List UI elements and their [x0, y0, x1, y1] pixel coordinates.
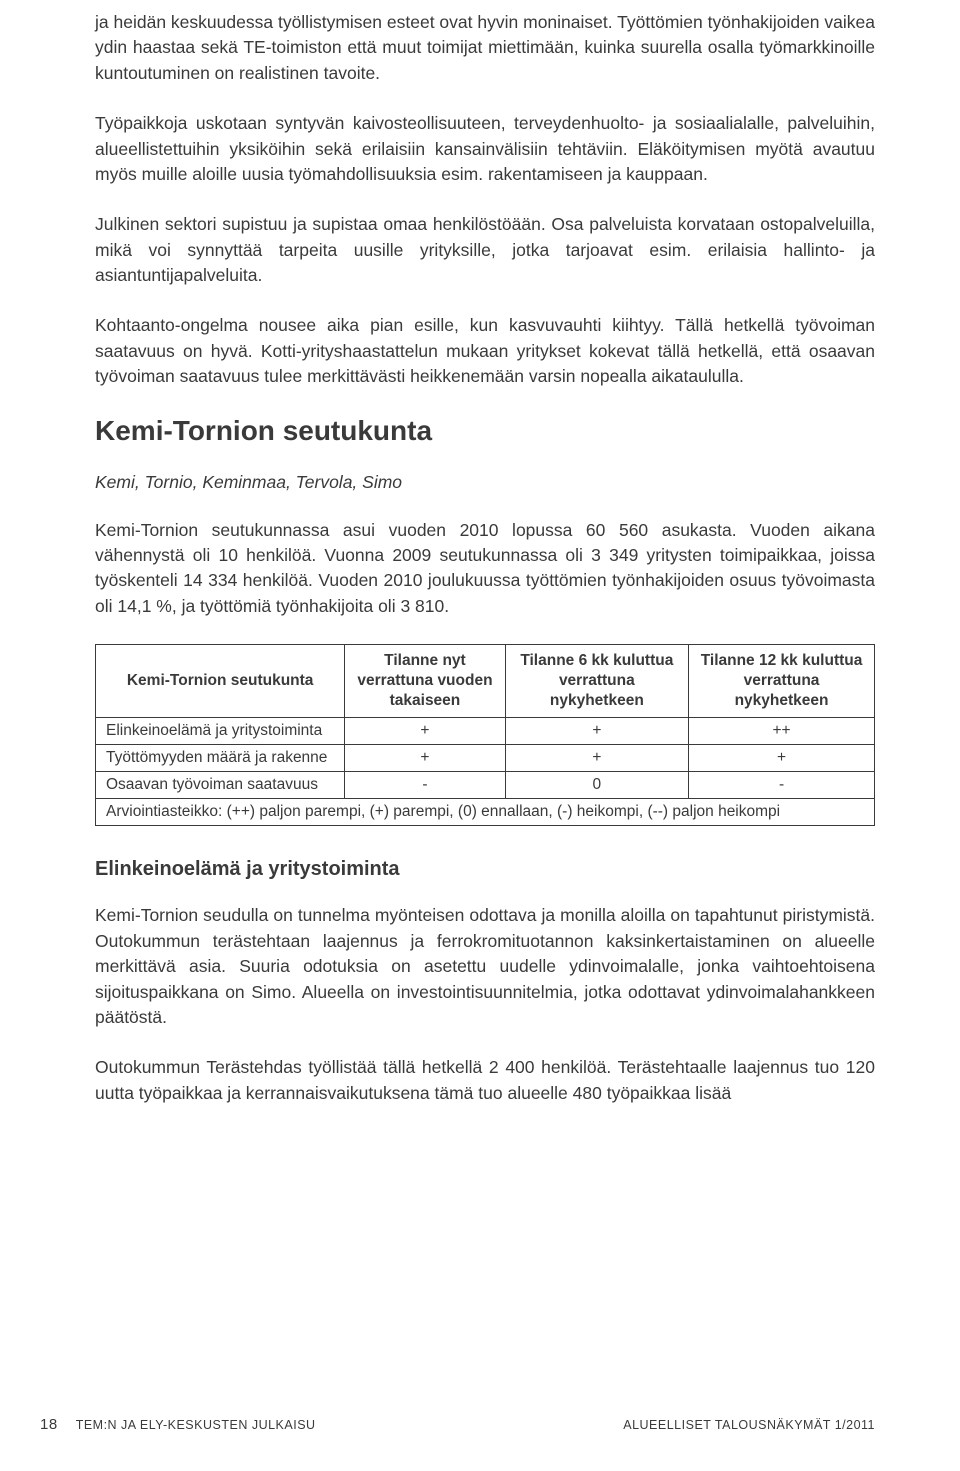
subsection-heading: Elinkeinoelämä ja yritystoiminta [95, 858, 875, 881]
table-cell-value: + [505, 745, 688, 772]
table-cell-label: Elinkeinoelämä ja yritystoiminta [96, 718, 345, 745]
footer-publication: TEM:N JA ELY-KESKUSTEN JULKAISU [76, 1418, 316, 1432]
body-paragraph: ja heidän keskuudessa työllistymisen est… [95, 10, 875, 86]
table-cell-label: Osaavan työvoiman saatavuus [96, 772, 345, 799]
table-column-header: Tilanne 12 kk kuluttua verrattuna nykyhe… [689, 645, 875, 718]
table-cell-value: ++ [689, 718, 875, 745]
table-column-header: Tilanne 6 kk kuluttua verrattuna nykyhet… [505, 645, 688, 718]
body-paragraph: Työpaikkoja uskotaan syntyvän kaivosteol… [95, 111, 875, 187]
page-footer: 18 TEM:N JA ELY-KESKUSTEN JULKAISU ALUEE… [0, 1416, 960, 1433]
table-cell-label: Työttömyyden määrä ja rakenne [96, 745, 345, 772]
table-cell-value: - [345, 772, 505, 799]
footer-left: 18 TEM:N JA ELY-KESKUSTEN JULKAISU [40, 1416, 316, 1433]
table-header-row: Kemi-Tornion seutukunta Tilanne nyt verr… [96, 645, 875, 718]
table-cell-value: + [505, 718, 688, 745]
table-cell-value: - [689, 772, 875, 799]
table-cell-value: + [345, 745, 505, 772]
footer-title: ALUEELLISET TALOUSNÄKYMÄT 1/2011 [623, 1418, 875, 1432]
table-cell-value: + [689, 745, 875, 772]
assessment-table: Kemi-Tornion seutukunta Tilanne nyt verr… [95, 644, 875, 826]
body-paragraph: Kemi-Tornion seudulla on tunnelma myönte… [95, 903, 875, 1030]
table-column-header: Tilanne nyt verrattuna vuoden takaiseen [345, 645, 505, 718]
page-number: 18 [40, 1416, 58, 1433]
subtitle-italic: Kemi, Tornio, Keminmaa, Tervola, Simo [95, 472, 875, 493]
body-paragraph: Kohtaanto-ongelma nousee aika pian esill… [95, 313, 875, 389]
table-caption-cell: Kemi-Tornion seutukunta [96, 645, 345, 718]
body-paragraph: Julkinen sektori supistuu ja supistaa om… [95, 212, 875, 288]
section-heading: Kemi-Tornion seutukunta [95, 415, 875, 447]
table-row: Elinkeinoelämä ja yritystoiminta + + ++ [96, 718, 875, 745]
body-paragraph: Outokummun Terästehdas työllistää tällä … [95, 1055, 875, 1106]
table-row: Osaavan työvoiman saatavuus - 0 - [96, 772, 875, 799]
body-paragraph: Kemi-Tornion seutukunnassa asui vuoden 2… [95, 518, 875, 620]
table-cell-value: + [345, 718, 505, 745]
table-footer-cell: Arviointiasteikko: (++) paljon parempi, … [96, 799, 875, 826]
table-footer-row: Arviointiasteikko: (++) paljon parempi, … [96, 799, 875, 826]
table-row: Työttömyyden määrä ja rakenne + + + [96, 745, 875, 772]
table-cell-value: 0 [505, 772, 688, 799]
